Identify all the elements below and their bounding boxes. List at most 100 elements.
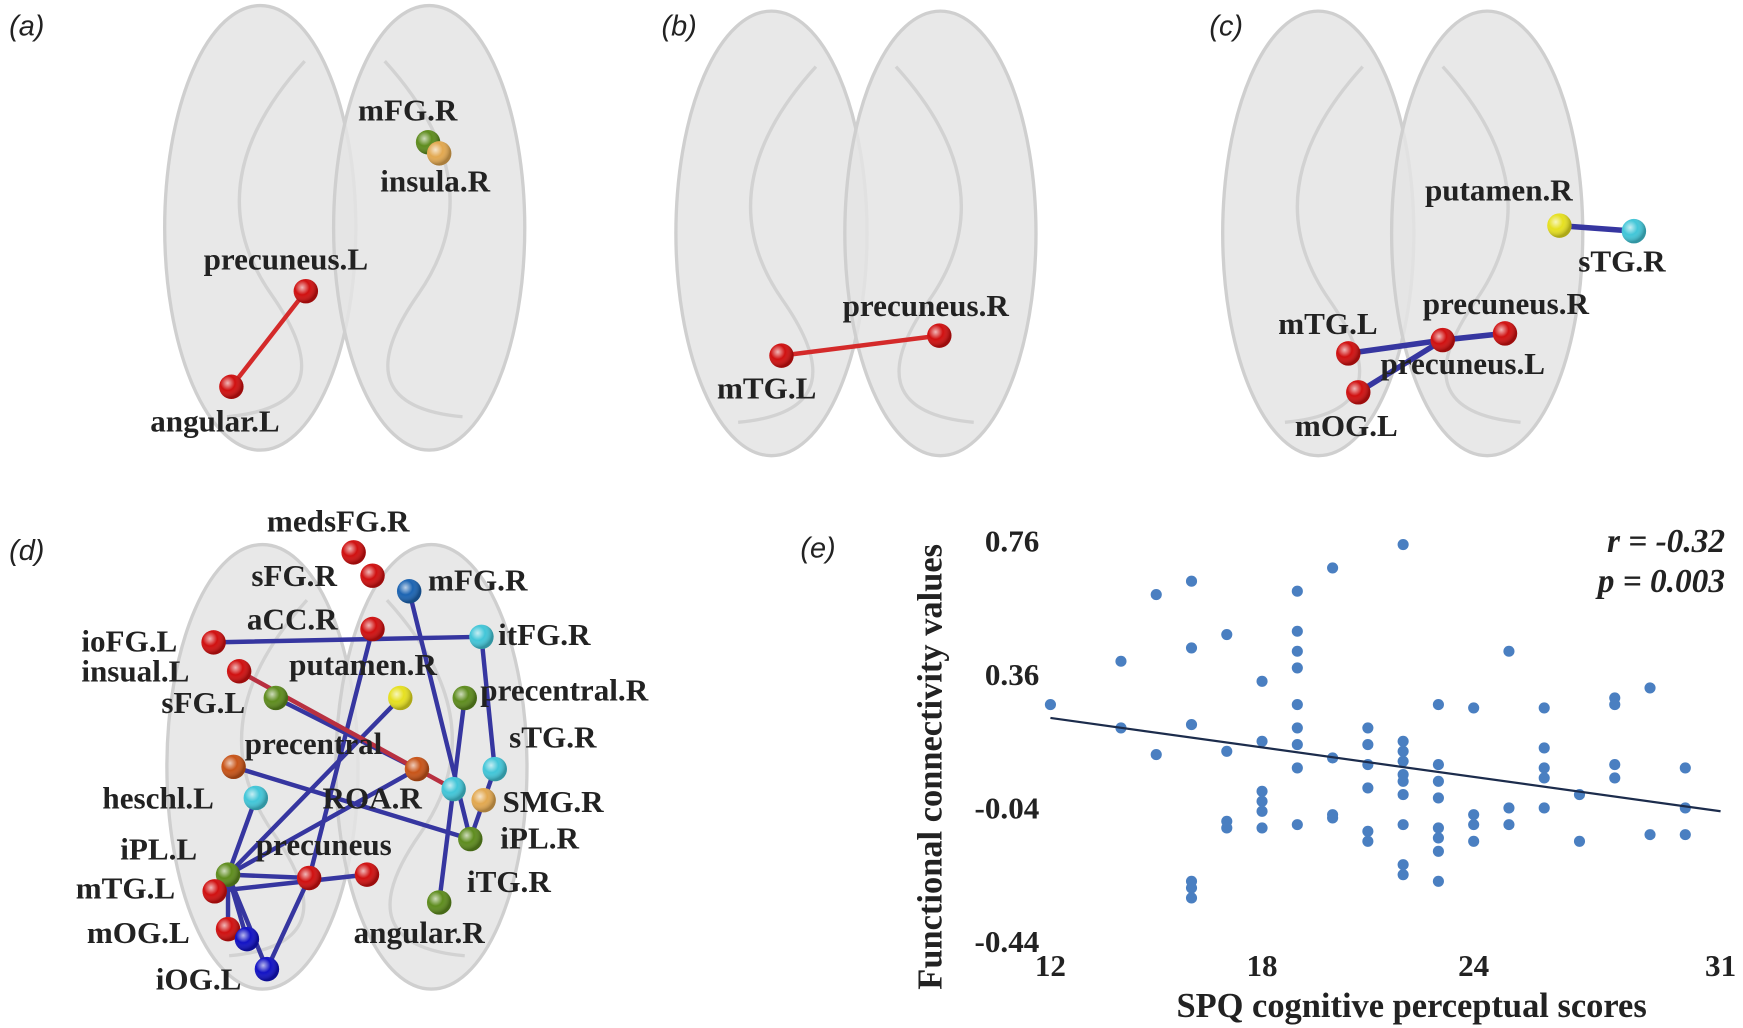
node-shine <box>396 579 422 604</box>
point <box>1327 812 1339 824</box>
node-shine <box>219 374 244 399</box>
point <box>1397 755 1409 767</box>
point <box>1291 645 1303 657</box>
node-shine <box>293 278 319 304</box>
node-label: SMG.R <box>503 784 605 819</box>
edge <box>1355 337 1446 396</box>
panel-label: (b) <box>661 10 696 42</box>
hemisphere <box>163 3 358 452</box>
point <box>1291 699 1303 711</box>
node-shine <box>927 323 952 348</box>
node-shine <box>263 685 289 711</box>
point <box>1468 702 1480 714</box>
point <box>1185 719 1198 731</box>
point <box>1432 845 1444 857</box>
point <box>1644 829 1656 841</box>
point <box>1221 745 1233 757</box>
brain-fold <box>1284 65 1364 424</box>
node-shine <box>426 141 452 166</box>
node-label: iTG.R <box>467 864 551 899</box>
point <box>1221 629 1233 641</box>
edge <box>225 795 259 877</box>
node-label: angular.L <box>150 404 279 439</box>
node-label: insual.L <box>81 654 189 689</box>
edge <box>225 766 420 877</box>
point <box>1256 822 1268 834</box>
node-shine <box>404 756 430 782</box>
edge <box>1345 337 1446 357</box>
point <box>1256 795 1268 807</box>
node-label: ioFG.L <box>81 624 177 659</box>
point <box>1538 802 1550 814</box>
y-tick-label: 0.36 <box>985 657 1039 692</box>
point <box>1468 819 1480 831</box>
brain-fold <box>894 65 974 424</box>
point <box>1256 785 1268 797</box>
point <box>1432 875 1444 887</box>
point <box>1609 699 1621 711</box>
point <box>1362 782 1374 794</box>
hemisphere <box>331 3 527 452</box>
point <box>1256 805 1268 817</box>
node-shine <box>469 624 494 650</box>
node-label: iPL.L <box>120 832 197 867</box>
node-shine <box>482 756 507 782</box>
point <box>1432 699 1444 711</box>
node-label: aCC.R <box>247 601 338 636</box>
point <box>1609 759 1621 771</box>
brain-fold <box>228 599 309 958</box>
node-shine <box>254 956 280 982</box>
fit-line <box>1050 716 1721 813</box>
y-tick-label: -0.44 <box>975 924 1040 959</box>
point <box>1609 772 1621 784</box>
hemisphere <box>1221 9 1416 458</box>
node-label: putamen.R <box>1425 173 1573 208</box>
node-shine <box>1346 380 1371 405</box>
point <box>1432 822 1444 834</box>
brain-fold <box>385 599 465 958</box>
node-shine <box>769 343 794 368</box>
node-label: putamen.R <box>289 647 437 682</box>
node-label: itFG.R <box>498 617 591 652</box>
point <box>1538 762 1550 774</box>
panel-label: (e) <box>800 533 835 565</box>
point <box>1503 645 1515 657</box>
node-label: insula.R <box>380 164 490 199</box>
node-shine <box>221 754 246 780</box>
node-shine <box>360 616 385 642</box>
node-label: angular.R <box>354 915 486 950</box>
node-label: mTG.L <box>717 370 816 405</box>
point <box>1185 642 1198 654</box>
node-label: mFG.R <box>428 563 528 598</box>
node-shine <box>471 787 496 813</box>
point <box>1362 739 1374 751</box>
brain-fold <box>226 60 306 419</box>
point <box>1397 869 1409 881</box>
node-shine <box>1430 327 1455 353</box>
point <box>1362 722 1374 734</box>
point <box>1573 835 1586 847</box>
point <box>1644 682 1656 694</box>
x-tick-label: 12 <box>1035 948 1066 983</box>
node-shine <box>243 785 269 811</box>
node-shine <box>234 926 260 952</box>
panel-label: (a) <box>9 10 44 42</box>
point <box>1185 882 1198 894</box>
node-label: precuneus.R <box>843 288 1010 323</box>
point <box>1362 825 1374 837</box>
point <box>1397 859 1409 871</box>
x-tick-label: 24 <box>1458 948 1489 983</box>
node-shine <box>296 865 322 891</box>
point <box>1291 722 1303 734</box>
node-shine <box>226 659 252 684</box>
node-label: sFG.R <box>251 558 337 593</box>
y-tick-label: -0.04 <box>975 790 1040 825</box>
x-tick-label: 18 <box>1246 948 1277 983</box>
node-label: medsFG.R <box>267 504 410 539</box>
point <box>1538 702 1550 714</box>
node-shine <box>354 862 380 887</box>
edge <box>225 872 312 881</box>
point <box>1185 892 1198 904</box>
node-label: precuneus.L <box>1380 346 1545 381</box>
